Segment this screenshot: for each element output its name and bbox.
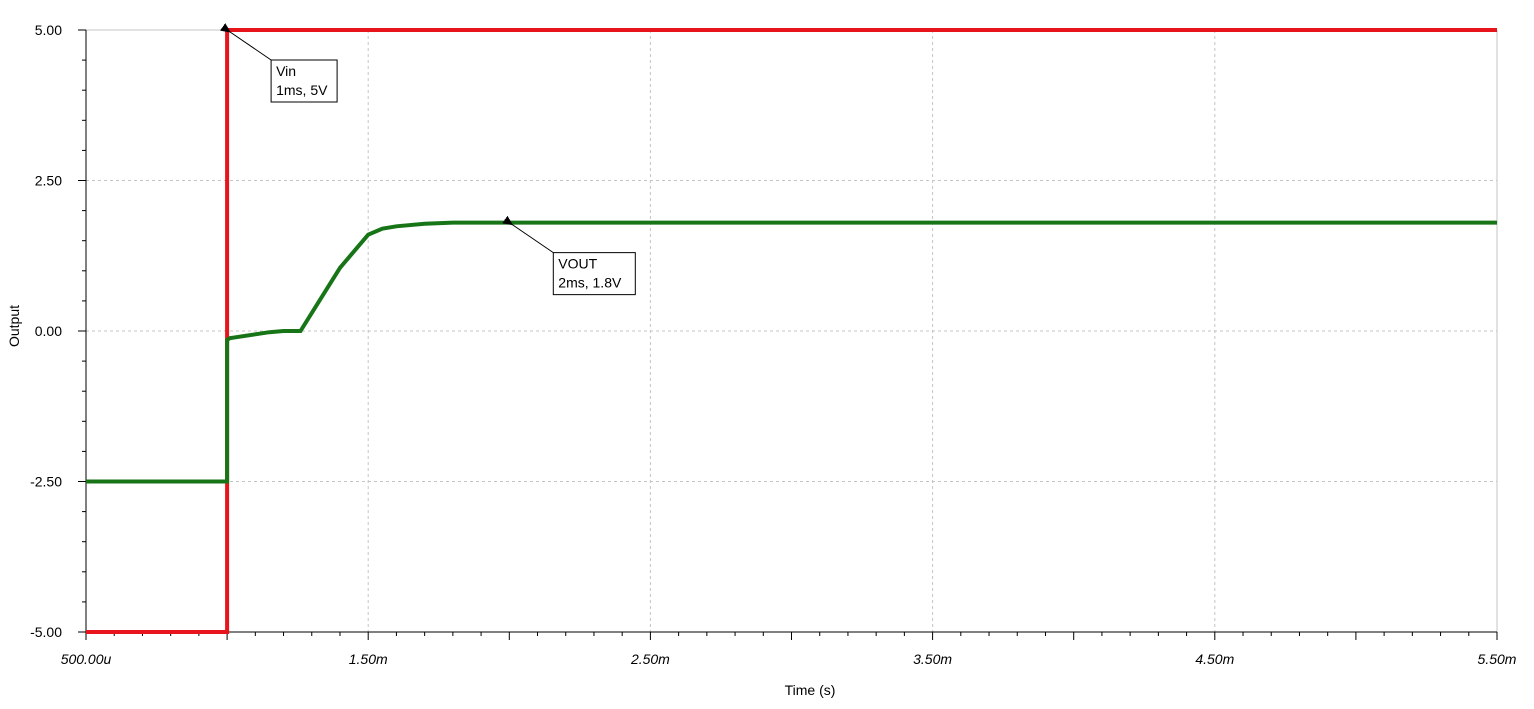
x-axis-label: Time (s) xyxy=(785,682,836,698)
y-axis-label: Output xyxy=(6,305,22,347)
x-tick-label: 500.00u xyxy=(61,651,112,667)
annotation-value-vout: 2ms, 1.8V xyxy=(558,275,622,291)
x-tick-label: 4.50m xyxy=(1195,651,1234,667)
y-tick-label: 2.50 xyxy=(35,173,62,189)
y-tick-label: -2.50 xyxy=(30,474,62,490)
annotation-box-vin xyxy=(270,59,338,103)
annotation-value-vin: 1ms, 5V xyxy=(276,82,328,98)
annotation-label-vout: VOUT xyxy=(558,256,597,272)
y-tick-label: 5.00 xyxy=(35,22,62,38)
series-vin-line xyxy=(86,28,1497,634)
y-tick-label: 0.00 xyxy=(35,323,62,339)
annotation-box-vout xyxy=(552,252,636,296)
annotation-label-vin: Vin xyxy=(276,63,296,79)
y-tick-labels: -5.00 -2.50 0.00 2.50 5.00 xyxy=(30,22,62,640)
series-vout-line xyxy=(86,220,1497,484)
x-tick-labels: 500.00u 1.50m 2.50m 3.50m 4.50m 5.50m xyxy=(61,651,1517,667)
x-tick-label: 3.50m xyxy=(913,651,952,667)
annotation-arrow-vin xyxy=(230,32,272,61)
annotations: Vin 1ms, 5V VOUT 2ms, 1.8V xyxy=(230,32,636,296)
x-tick-label: 5.50m xyxy=(1478,651,1517,667)
minor-ticks xyxy=(78,29,1498,640)
series-lines xyxy=(86,28,1497,634)
annotation-arrow-vout xyxy=(512,225,554,254)
x-tick-label: 1.50m xyxy=(349,651,388,667)
y-tick-label: -5.00 xyxy=(30,624,62,640)
x-tick-label: 2.50m xyxy=(630,651,670,667)
